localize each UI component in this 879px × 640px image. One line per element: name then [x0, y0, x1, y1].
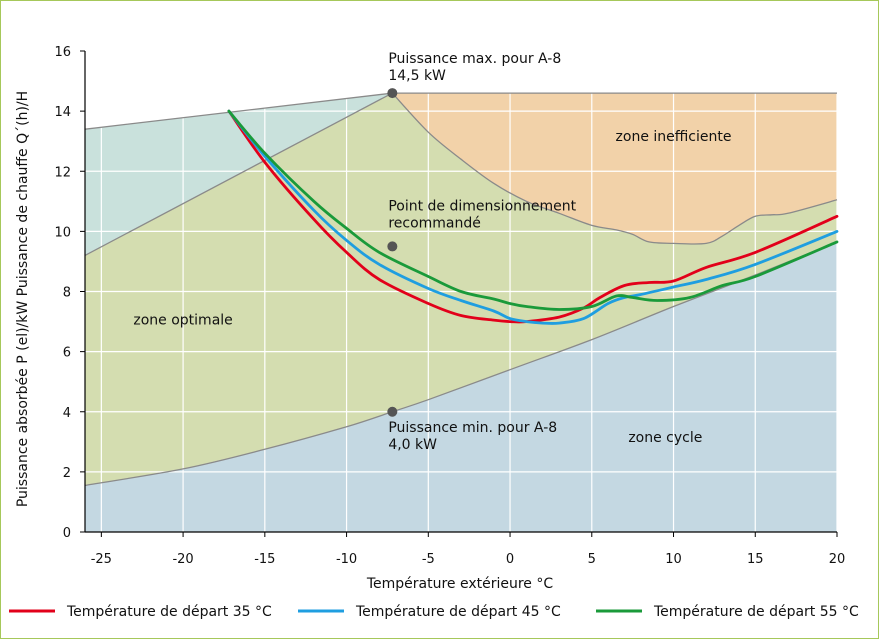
- series-layer: [227, 109, 839, 325]
- series-line-3: [227, 109, 839, 311]
- annotation-line: Puissance min. pour A-8: [388, 420, 557, 436]
- zone-label: zone optimale: [133, 313, 232, 329]
- y-tick-label: 2: [63, 466, 71, 481]
- series-line-2: [227, 109, 839, 325]
- zone-inefficiente-area: [392, 93, 837, 245]
- min-curve: [84, 241, 838, 487]
- zone-label: zone cycle: [628, 430, 702, 446]
- annotation-label: Puissance max. pour A-8 14,5 kW: [388, 51, 561, 84]
- y-tick-label: 16: [54, 45, 71, 60]
- zone-label: zone inefficiente: [616, 129, 732, 145]
- annotation-label: Point de dimensionnement recommandé: [388, 198, 576, 231]
- annotation-line: recommandé: [388, 215, 481, 231]
- max-lower-boundary: [84, 92, 393, 256]
- x-tick-label: -15: [254, 552, 275, 567]
- y-tick-label: 0: [63, 526, 71, 541]
- zone-upper-left-area: [85, 93, 393, 256]
- zones-layer: [85, 93, 837, 532]
- legend-label-1: Température de départ 35 °C: [66, 604, 272, 620]
- legend-label-2: Température de départ 45 °C: [355, 604, 561, 620]
- annotation-line: Puissance max. pour A-8: [388, 51, 561, 67]
- y-tick-label: 6: [63, 346, 71, 361]
- x-tick-label: -5: [422, 552, 435, 567]
- zone-optimale-area: [85, 93, 837, 486]
- legend-label-3: Température de départ 55 °C: [653, 604, 859, 620]
- x-tick-label: 15: [747, 552, 764, 567]
- annotation-line: Point de dimensionnement: [388, 198, 576, 214]
- annotation-label: Puissance min. pour A-8 4,0 kW: [388, 420, 557, 453]
- x-axis-label: Température extérieure °C: [366, 576, 554, 592]
- y-axis-label: Puissance absorbée P (el)/kW Puissance d…: [15, 91, 31, 507]
- x-tick-label: -25: [91, 552, 112, 567]
- x-tick-label: 10: [665, 552, 682, 567]
- y-tick-label: 14: [54, 105, 71, 120]
- annotation-line: 14,5 kW: [388, 68, 446, 84]
- y-tick-label: 4: [63, 406, 71, 421]
- x-tick-label: -20: [172, 552, 193, 567]
- grid-layer: [85, 50, 838, 532]
- annotation-marker: [387, 406, 398, 417]
- annotation-line: 4,0 kW: [388, 437, 437, 453]
- zone-cycle-area: [85, 241, 837, 532]
- annotation-layer: zone inefficiente zone optimale zone cycle…: [133, 51, 731, 453]
- x-tick-label: 20: [829, 552, 846, 567]
- x-tick-label: -10: [336, 552, 357, 567]
- x-tick-label: 0: [506, 552, 514, 567]
- annotation-marker: [387, 88, 398, 99]
- x-tick-label: 5: [588, 552, 596, 567]
- y-tick-label: 10: [54, 225, 71, 240]
- y-tick-label: 8: [63, 286, 71, 301]
- axis-layer: -25 -20 -15 -10 -5 0 5 10 15 20 0 2 4 6 8 10 12 14 16: [54, 45, 845, 567]
- y-tick-label: 12: [54, 165, 71, 180]
- annotation-marker: [387, 241, 398, 252]
- legend: Température de départ 35 °C Température d…: [9, 604, 859, 620]
- limit-curve: [391, 92, 838, 245]
